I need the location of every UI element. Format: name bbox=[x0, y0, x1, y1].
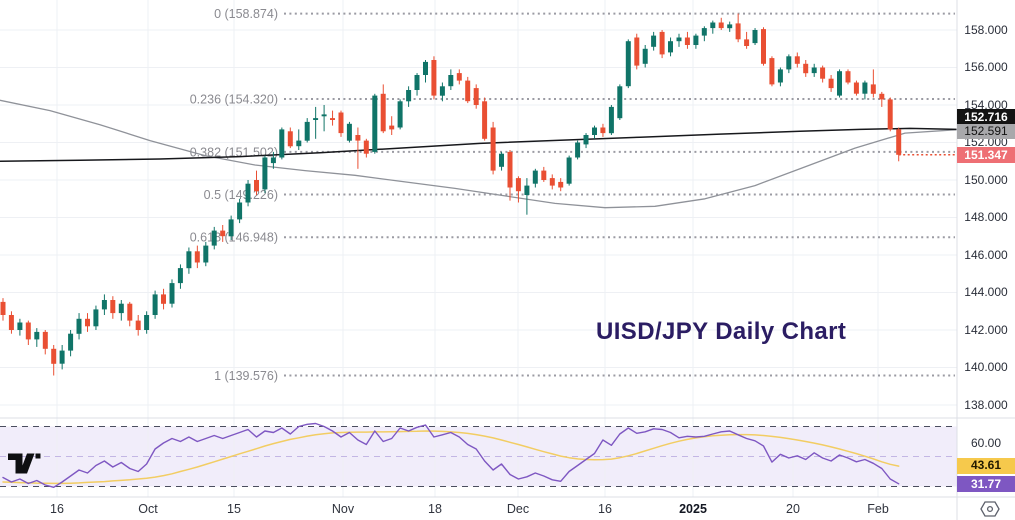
ma-black-line bbox=[0, 127, 958, 163]
fib-level-label[interactable]: 0.236 (154.320) bbox=[190, 93, 278, 107]
price-axis-label: 150.000 bbox=[964, 172, 1008, 187]
time-axis-label: Nov bbox=[331, 502, 355, 516]
price-axis-label: 138.000 bbox=[964, 397, 1008, 412]
time-axis-label: 16 bbox=[598, 502, 612, 516]
time-axis-label: 18 bbox=[428, 502, 442, 516]
time-axis-label: Oct bbox=[138, 502, 158, 516]
last-price-badge: 151.347 bbox=[957, 146, 1015, 163]
price-axis-label: 142.000 bbox=[964, 322, 1008, 337]
fib-level-label[interactable]: 0.5 (149.226) bbox=[204, 188, 278, 202]
price-axis-label: 144.000 bbox=[964, 285, 1008, 299]
ma-gray-value-badge: 152.591 bbox=[957, 124, 1015, 139]
candlestick-series bbox=[0, 13, 902, 376]
price-axis-label: 158.000 bbox=[964, 22, 1008, 37]
chart-title: UISD/JPY Daily Chart bbox=[596, 318, 847, 345]
fib-level-label[interactable]: 1 (139.576) bbox=[214, 369, 278, 383]
settings-gear-icon[interactable] bbox=[977, 500, 1003, 518]
price-axis-label: 154.000 bbox=[964, 97, 1008, 112]
time-axis-label: Feb bbox=[867, 502, 889, 516]
ma-gray-line bbox=[0, 99, 958, 209]
ma-black-value-badge: 152.716 bbox=[957, 109, 1015, 125]
fib-level-label[interactable]: 0.618 (146.948) bbox=[190, 231, 278, 245]
tradingview-logo[interactable] bbox=[8, 453, 42, 475]
price-axis-label: 146.000 bbox=[964, 247, 1008, 262]
fib-level-label[interactable]: 0 (158.874) bbox=[214, 7, 278, 21]
time-axis-label: 15 bbox=[227, 502, 241, 516]
rsi-axis-label: 60.00 bbox=[970, 436, 1002, 450]
time-axis-label: Dec bbox=[506, 502, 530, 516]
price-axis-label: 148.000 bbox=[964, 210, 1008, 224]
time-axis-label: 2025 bbox=[679, 502, 707, 516]
rsi-line bbox=[2, 422, 900, 488]
price-axis-label: 156.000 bbox=[964, 60, 1008, 74]
time-axis-label: 20 bbox=[786, 502, 800, 516]
price-axis-label: 140.000 bbox=[964, 360, 1008, 374]
rsi-value-badge: 31.77 bbox=[957, 476, 1015, 492]
time-axis-label: 16 bbox=[50, 502, 64, 516]
rsi-ma-value-badge: 43.61 bbox=[957, 458, 1015, 474]
